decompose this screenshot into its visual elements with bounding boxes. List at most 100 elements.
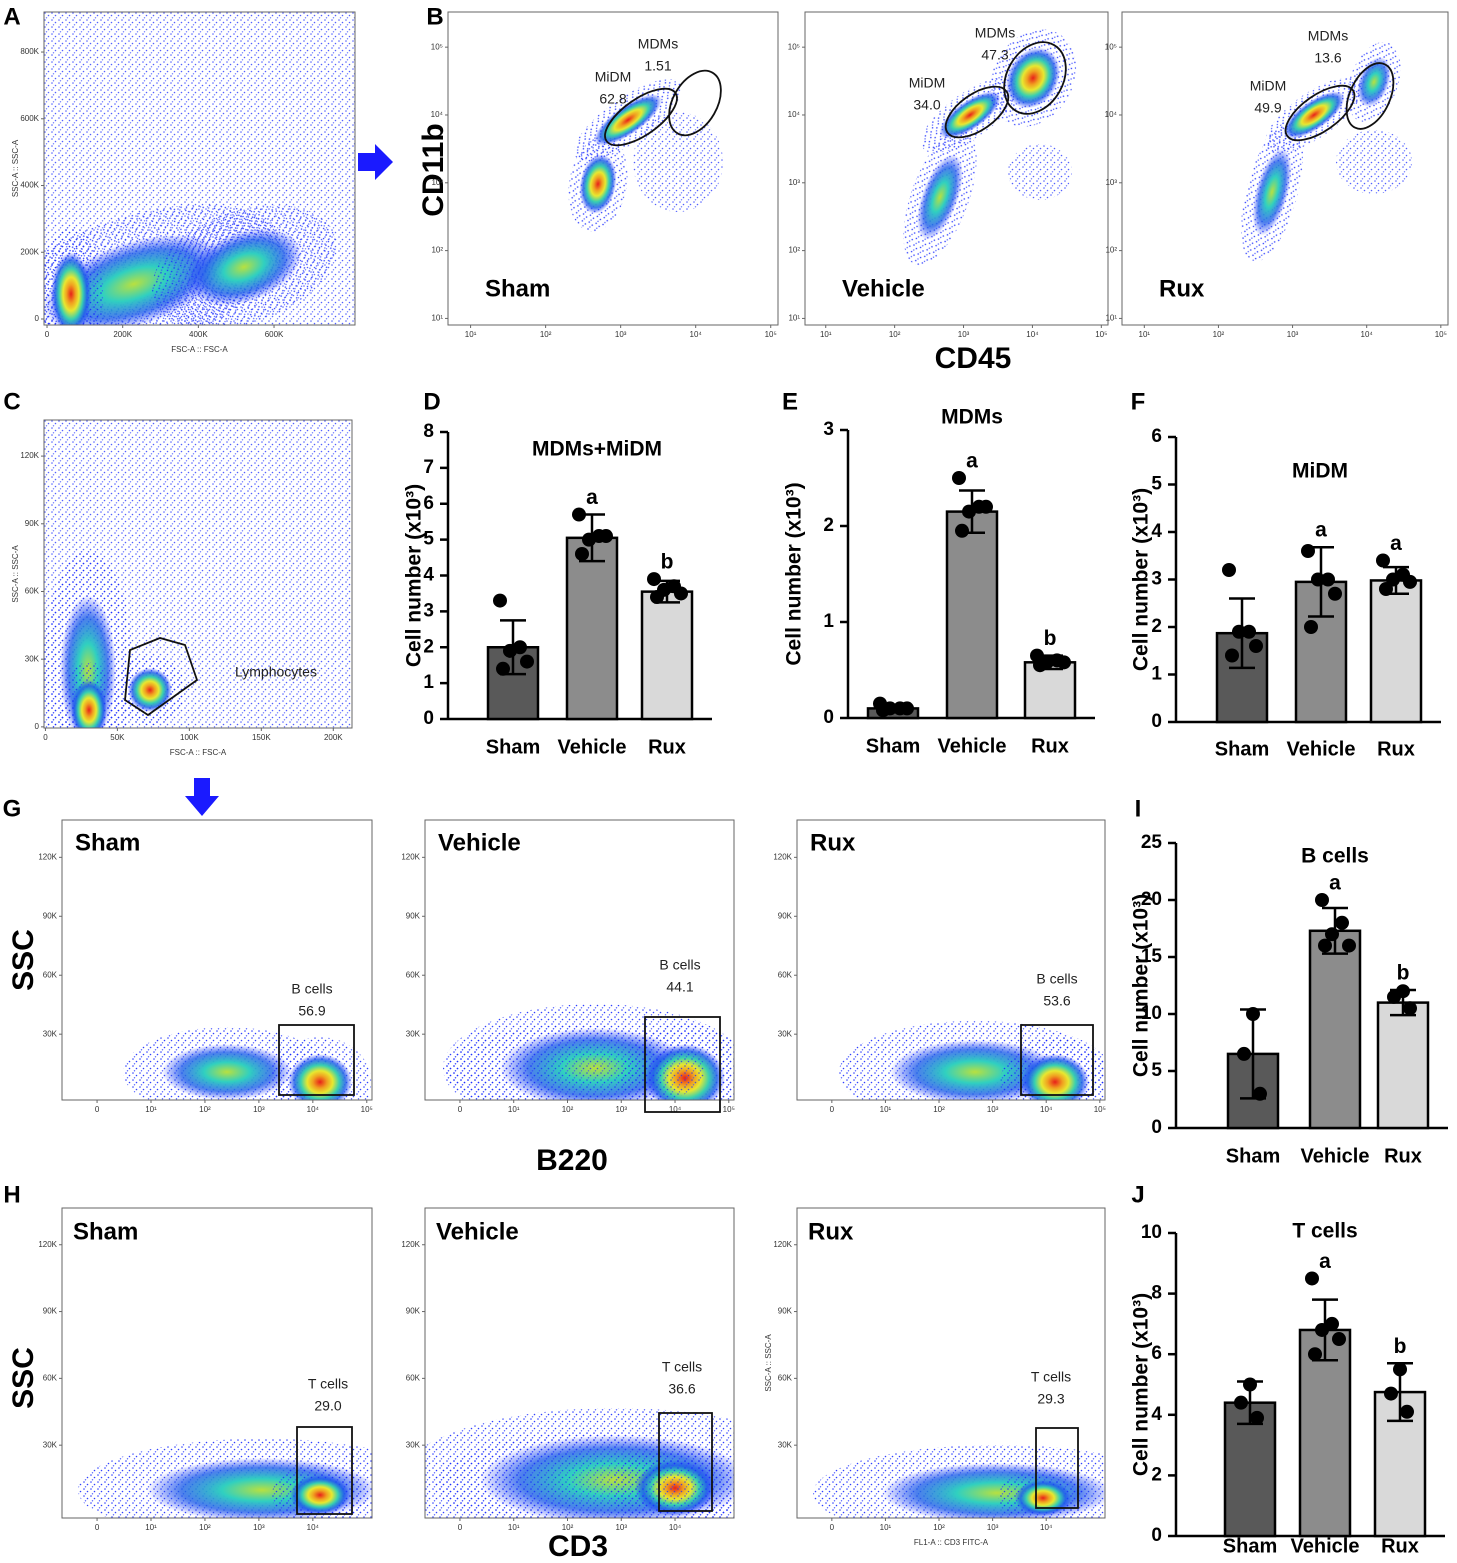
data-point xyxy=(1315,893,1329,907)
gate-name: MiDM xyxy=(595,69,632,85)
y-axis-title: Cell number (x10³) xyxy=(1130,894,1153,1077)
gate-name: B cells xyxy=(659,957,700,973)
gate xyxy=(658,1412,713,1512)
bar xyxy=(1023,661,1077,720)
data-point xyxy=(582,532,596,547)
x-tick-label: 10⁵ xyxy=(361,1105,373,1114)
density xyxy=(123,1027,372,1100)
plot-frame xyxy=(43,11,356,326)
condition-label: Vehicle xyxy=(438,829,521,856)
gate xyxy=(668,69,722,137)
event-density xyxy=(939,91,1001,139)
density xyxy=(78,1438,372,1518)
gate xyxy=(1020,1024,1094,1096)
x-tick-label: 10² xyxy=(933,1105,945,1114)
density xyxy=(1241,42,1412,262)
y-axis-label: SSC-A :: SSC-A xyxy=(11,545,20,603)
y-tick-label: 5 xyxy=(423,529,434,550)
event-density xyxy=(162,1044,292,1100)
data-point xyxy=(1237,1046,1251,1061)
gate-percent: 13.6 xyxy=(1314,50,1341,66)
panel-letter: B xyxy=(426,3,443,30)
significance-letter: a xyxy=(1329,872,1341,895)
y-tick-label: 0 xyxy=(1151,1525,1162,1546)
significance-letter: b xyxy=(661,551,674,574)
y-axis-title: Cell number (x10³) xyxy=(403,484,426,667)
plot-frame xyxy=(61,1207,373,1519)
y-tick-label: 30K xyxy=(406,1029,421,1038)
data-point xyxy=(1387,989,1401,1004)
x-tick-label: 10⁴ xyxy=(690,330,703,339)
arrow-right xyxy=(358,144,393,180)
y-tick-label: 90K xyxy=(43,1307,58,1316)
density xyxy=(44,12,355,325)
event-scatter xyxy=(633,112,723,212)
significance-letter: b xyxy=(1394,1335,1407,1358)
y-tick-label: 6 xyxy=(423,493,434,514)
x-tick-label: 10⁴ xyxy=(1040,1105,1053,1114)
event-density xyxy=(1006,47,1060,109)
y-tick-label: 10⁵ xyxy=(1105,42,1117,51)
x-tick-label: Vehicle xyxy=(1291,1535,1360,1557)
x-tick-label: 10² xyxy=(199,1523,211,1532)
y-tick-label: 90K xyxy=(778,911,793,920)
event-scatter xyxy=(1336,130,1412,194)
y-tick-label: 10 xyxy=(1141,1222,1162,1243)
x-tick-label: 10³ xyxy=(987,1105,999,1114)
chart-title: MDMs+MiDM xyxy=(532,438,662,461)
event-density xyxy=(594,94,662,146)
x-tick-label: Rux xyxy=(1031,735,1069,757)
panel-letter: G xyxy=(3,795,22,822)
y-tick-label: 60K xyxy=(778,970,793,979)
data-point xyxy=(1403,1001,1417,1016)
data-point xyxy=(876,703,890,718)
x-tick-label: 10¹ xyxy=(465,330,477,339)
y-tick-label: 3 xyxy=(1151,569,1162,590)
flow-plot: 0 10¹ 10² 10³ 10⁴ 10⁵ 30K 60K 90K 120K Sham B cells… xyxy=(38,819,373,1114)
data-point xyxy=(674,586,688,601)
y-tick-label: 90K xyxy=(406,1307,421,1316)
y-tick-label: 2 xyxy=(823,515,834,536)
gate-percent: 1.51 xyxy=(644,58,671,74)
x-tick-label: 10² xyxy=(540,330,552,339)
y-tick-label: 20 xyxy=(1141,889,1162,910)
x-tick-label: Sham xyxy=(486,736,540,758)
flow-plot: 0 10¹ 10² 10³ 10⁴ 10⁵ 30K 60K 90K 120K Rux B cells 5… xyxy=(773,819,1106,1114)
plot-frame xyxy=(424,1207,735,1519)
data-point xyxy=(1384,1386,1398,1401)
y-tick-label: 0 xyxy=(1151,711,1162,732)
gate-percent: 56.9 xyxy=(298,1003,325,1019)
x-tick-label: Sham xyxy=(1223,1535,1277,1557)
density xyxy=(903,29,1077,266)
x-tick-label: Sham xyxy=(1215,738,1269,760)
y-tick-label: 90K xyxy=(43,911,58,920)
gate-name: B cells xyxy=(291,981,332,997)
data-point xyxy=(520,654,534,669)
data-point xyxy=(1304,620,1318,634)
gate-name: T cells xyxy=(1031,1369,1071,1385)
x-tick-label: 0 xyxy=(43,733,48,742)
y-tick-label: 120K xyxy=(20,451,39,460)
x-tick-label: 10¹ xyxy=(1139,330,1151,339)
y-tick-label: 4 xyxy=(1151,1404,1162,1425)
y-tick-label: 2 xyxy=(1151,616,1162,637)
y-tick-label: 30K xyxy=(778,1029,793,1038)
data-point xyxy=(1234,1395,1248,1410)
data-point xyxy=(1335,915,1349,930)
x-tick-label: 600K xyxy=(265,330,284,339)
gate-percent: 49.9 xyxy=(1254,100,1281,116)
plot-frame xyxy=(804,11,1109,326)
gate xyxy=(1345,62,1395,130)
x-axis-label: FL1-A :: CD3 FITC-A xyxy=(914,1538,989,1547)
y-tick-label: 30K xyxy=(406,1440,421,1449)
x-tick-label: 10⁵ xyxy=(723,1105,735,1114)
x-tick-label: Sham xyxy=(1226,1145,1280,1167)
x-tick-label: 10¹ xyxy=(880,1523,892,1532)
significance-letter: a xyxy=(1319,1250,1331,1273)
x-tick-label: 10³ xyxy=(615,1523,627,1532)
y-tick-label: 60K xyxy=(25,587,40,596)
gate-name: MDMs xyxy=(975,25,1015,41)
y-axis-title: SSC xyxy=(7,1347,40,1409)
y-tick-label: 10² xyxy=(431,246,443,255)
